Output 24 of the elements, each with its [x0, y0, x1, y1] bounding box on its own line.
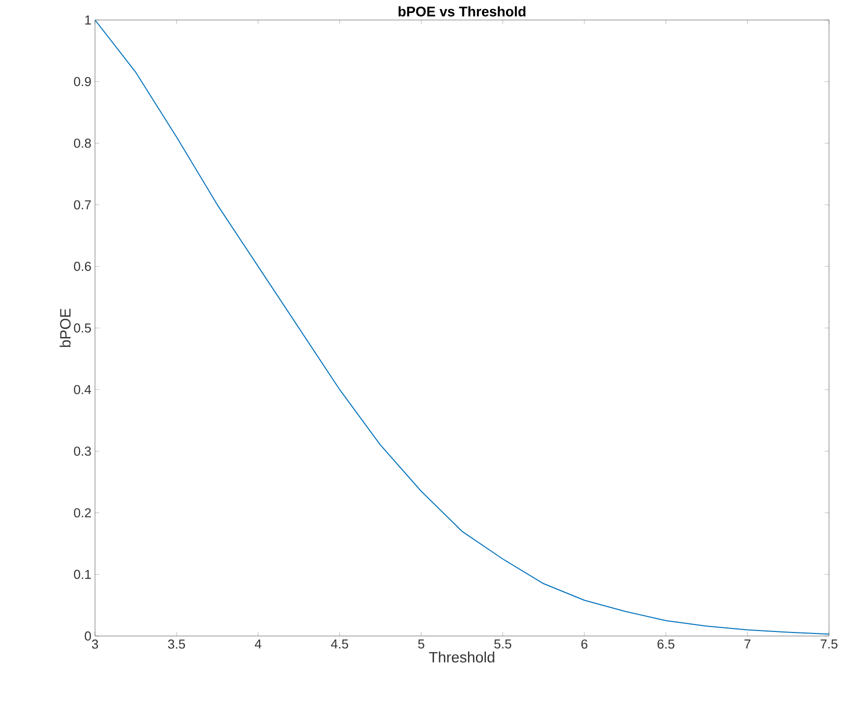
x-tick-label: 4 [254, 640, 262, 648]
y-tick-label: 0.6 [74, 262, 91, 271]
y-tick-label: 0.1 [74, 570, 91, 579]
y-tick-label: 0.3 [74, 446, 91, 456]
x-tick-label: 5.5 [494, 640, 512, 649]
x-tick-label: 5 [418, 640, 424, 649]
x-tick-label: 4.5 [330, 640, 348, 649]
x-axis-title: Threshold [429, 652, 494, 662]
x-tick-label: 3 [92, 640, 98, 649]
x-tick-label: 6 [581, 640, 588, 649]
x-tick-label: 7 [744, 640, 750, 648]
y-tick-label: 0 [84, 631, 91, 641]
x-tick-label: 6.5 [658, 640, 674, 649]
y-tick-label: 0.7 [74, 200, 91, 210]
y-tick-label: 1 [85, 16, 91, 24]
x-tick-label: 7.5 [820, 640, 838, 649]
y-tick-label: 0.8 [74, 138, 91, 148]
y-tick-label: 0.9 [74, 77, 91, 86]
y-axis-title: bPOE [60, 308, 71, 347]
y-tick-label: 0.5 [74, 323, 91, 333]
y-tick-label: 0.4 [74, 385, 92, 394]
y-tick-label: 0.2 [74, 508, 91, 518]
chart-title: bPOE vs Threshold [398, 6, 526, 16]
x-tick-label: 3.5 [168, 640, 186, 649]
